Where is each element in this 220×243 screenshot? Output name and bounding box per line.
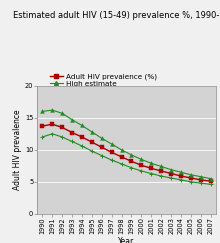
Text: Estimated adult HIV (15-49) prevalence %, 1990-2007: Estimated adult HIV (15-49) prevalence %…	[13, 11, 220, 20]
X-axis label: Year: Year	[118, 237, 135, 243]
Y-axis label: Adult HIV prevalence: Adult HIV prevalence	[13, 110, 22, 190]
Legend: Adult HIV prevalence (%), High estimate, Low estimate: Adult HIV prevalence (%), High estimate,…	[50, 73, 157, 94]
